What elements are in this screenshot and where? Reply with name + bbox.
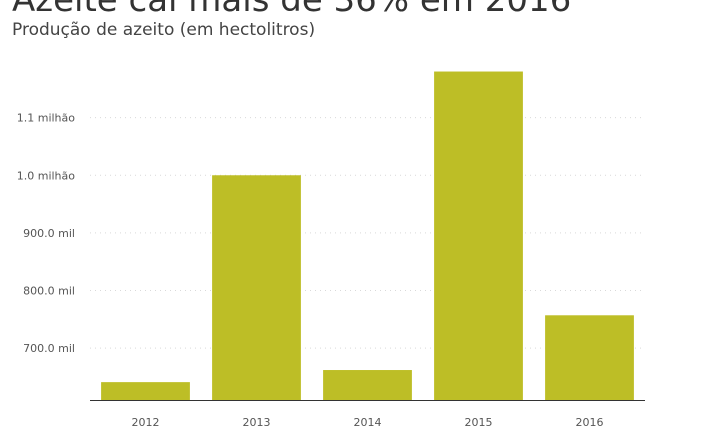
x-tick-label: 2015 xyxy=(465,416,493,429)
y-tick-label: 900.0 mil xyxy=(23,227,75,240)
y-tick-label: 700.0 mil xyxy=(23,342,75,355)
y-tick-label: 800.0 mil xyxy=(23,285,75,298)
x-tick-label: 2013 xyxy=(243,416,271,429)
x-tick-label: 2014 xyxy=(354,416,382,429)
bar-2016 xyxy=(545,315,634,400)
bar-2013 xyxy=(212,175,301,400)
chart-subtitle: Produção de azeito (em hectolitros) xyxy=(12,20,316,40)
bar-2014 xyxy=(323,370,412,400)
bar-2012 xyxy=(101,382,190,400)
y-tick-label: 1.1 milhão xyxy=(17,112,76,125)
x-tick-label: 2012 xyxy=(132,416,160,429)
bar-2015 xyxy=(434,71,523,400)
x-tick-label: 2016 xyxy=(576,416,604,429)
chart-title: Azeite cai mais de 36% em 2016 xyxy=(12,0,572,20)
y-tick-label: 1.0 milhão xyxy=(17,169,76,182)
